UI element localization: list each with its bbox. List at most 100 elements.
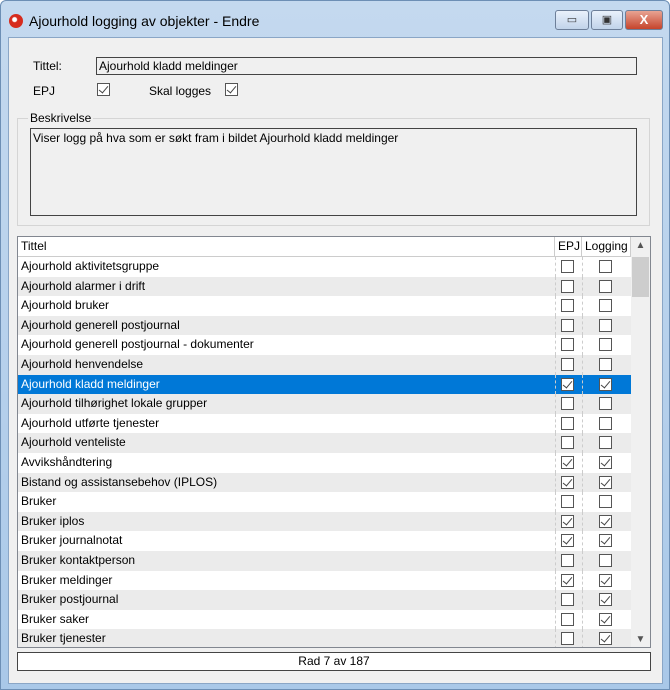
row-epj-checkbox[interactable] [561, 260, 574, 273]
column-divider [582, 570, 583, 591]
row-epj-checkbox[interactable] [561, 358, 574, 371]
column-divider [555, 472, 556, 493]
table-row[interactable]: Avvikshåndtering [18, 453, 631, 473]
table-row[interactable]: Ajourhold utførte tjenester [18, 413, 631, 434]
table-row[interactable]: Bruker tjenester [18, 629, 631, 647]
table-row[interactable]: Bruker saker [18, 609, 631, 630]
row-epj-checkbox[interactable] [561, 554, 574, 567]
table-row[interactable]: Bruker meldinger [18, 570, 631, 591]
column-divider [555, 453, 556, 473]
row-title: Bistand og assistansebehov (IPLOS) [21, 474, 218, 489]
row-logging-checkbox[interactable] [599, 456, 612, 469]
column-divider [582, 531, 583, 551]
row-epj-checkbox[interactable] [561, 416, 574, 430]
description-textarea[interactable]: Viser logg på hva som er søkt fram i bil… [30, 128, 637, 216]
row-epj-checkbox[interactable] [561, 632, 574, 646]
row-logging-checkbox[interactable] [599, 358, 612, 371]
vertical-scrollbar[interactable]: ▲ ▼ [631, 237, 650, 647]
row-epj-checkbox[interactable] [561, 397, 574, 411]
row-logging-checkbox[interactable] [599, 632, 612, 646]
column-divider [582, 296, 583, 316]
column-divider [555, 433, 556, 453]
row-logging-checkbox[interactable] [599, 416, 612, 430]
epj-checkbox[interactable] [97, 83, 110, 96]
row-logging-checkbox[interactable] [599, 299, 612, 313]
table-row[interactable]: Ajourhold kladd meldinger [18, 374, 631, 395]
row-epj-checkbox[interactable] [561, 377, 574, 391]
row-title: Ajourhold kladd meldinger [21, 376, 160, 391]
maximize-button[interactable]: ▣ [591, 10, 623, 30]
row-title: Bruker journalnotat [21, 533, 123, 548]
column-header-title[interactable]: Tittel [18, 237, 555, 257]
table-row[interactable]: Bruker kontaktperson [18, 551, 631, 571]
row-epj-checkbox[interactable] [561, 299, 574, 313]
table-row[interactable]: Ajourhold aktivitetsgruppe [18, 257, 631, 277]
table-row[interactable]: Bruker [18, 492, 631, 512]
description-label: Beskrivelse [28, 111, 94, 125]
minimize-button[interactable]: ▭ [555, 10, 589, 30]
row-logging-checkbox[interactable] [599, 514, 612, 528]
row-logging-checkbox[interactable] [599, 397, 612, 411]
column-divider [582, 590, 583, 610]
column-divider [582, 472, 583, 493]
table-row[interactable]: Bruker postjournal [18, 590, 631, 610]
row-epj-checkbox[interactable] [561, 612, 574, 626]
row-logging-checkbox[interactable] [599, 436, 612, 450]
column-divider [555, 257, 556, 277]
table-row[interactable]: Ajourhold bruker [18, 296, 631, 316]
table-row[interactable]: Ajourhold alarmer i drift [18, 276, 631, 297]
status-bar: Rad 7 av 187 [17, 652, 651, 671]
row-epj-checkbox[interactable] [561, 475, 574, 489]
row-epj-checkbox[interactable] [561, 318, 574, 332]
row-epj-checkbox[interactable] [561, 495, 574, 509]
row-logging-checkbox[interactable] [599, 593, 612, 607]
row-title: Bruker saker [21, 611, 90, 626]
row-epj-checkbox[interactable] [561, 534, 574, 548]
row-logging-checkbox[interactable] [599, 554, 612, 567]
row-epj-checkbox[interactable] [561, 436, 574, 450]
row-logging-checkbox[interactable] [599, 475, 612, 489]
log-checkbox[interactable] [225, 83, 238, 96]
table-row[interactable]: Ajourhold generell postjournal - dokumen… [18, 335, 631, 355]
row-logging-checkbox[interactable] [599, 612, 612, 626]
scroll-up-icon[interactable]: ▲ [635, 240, 646, 251]
column-divider [582, 511, 583, 532]
column-divider [555, 315, 556, 336]
column-divider [582, 355, 583, 375]
row-logging-checkbox[interactable] [599, 338, 612, 352]
row-logging-checkbox[interactable] [599, 377, 612, 391]
row-epj-checkbox[interactable] [561, 338, 574, 352]
column-divider [582, 315, 583, 336]
column-divider [555, 355, 556, 375]
row-logging-checkbox[interactable] [599, 573, 612, 587]
table-row[interactable]: Ajourhold generell postjournal [18, 315, 631, 336]
table-row[interactable]: Ajourhold tilhørighet lokale grupper [18, 394, 631, 414]
row-title: Bruker tjenester [21, 631, 106, 646]
row-epj-checkbox[interactable] [561, 514, 574, 528]
title-bar[interactable]: Ajourhold logging av objekter - Endre ▭ … [1, 1, 669, 37]
column-divider [555, 374, 556, 395]
row-logging-checkbox[interactable] [599, 534, 612, 548]
column-divider [582, 433, 583, 453]
column-divider [582, 374, 583, 395]
table-row[interactable]: Bruker iplos [18, 511, 631, 532]
column-header-epj[interactable]: EPJ [555, 237, 582, 257]
row-logging-checkbox[interactable] [599, 279, 612, 293]
scroll-thumb[interactable] [632, 257, 649, 297]
column-header-logging[interactable]: Logging [582, 237, 631, 257]
scroll-down-icon[interactable]: ▼ [635, 634, 646, 645]
table-row[interactable]: Ajourhold venteliste [18, 433, 631, 453]
table-row[interactable]: Ajourhold henvendelse [18, 355, 631, 375]
row-epj-checkbox[interactable] [561, 573, 574, 587]
row-epj-checkbox[interactable] [561, 279, 574, 293]
row-logging-checkbox[interactable] [599, 260, 612, 273]
table-row[interactable]: Bruker journalnotat [18, 531, 631, 551]
column-divider [582, 492, 583, 512]
close-button[interactable]: X [625, 10, 663, 30]
row-epj-checkbox[interactable] [561, 593, 574, 607]
row-logging-checkbox[interactable] [599, 495, 612, 509]
row-logging-checkbox[interactable] [599, 318, 612, 332]
table-row[interactable]: Bistand og assistansebehov (IPLOS) [18, 472, 631, 493]
title-input[interactable]: Ajourhold kladd meldinger [96, 57, 637, 75]
row-epj-checkbox[interactable] [561, 456, 574, 469]
